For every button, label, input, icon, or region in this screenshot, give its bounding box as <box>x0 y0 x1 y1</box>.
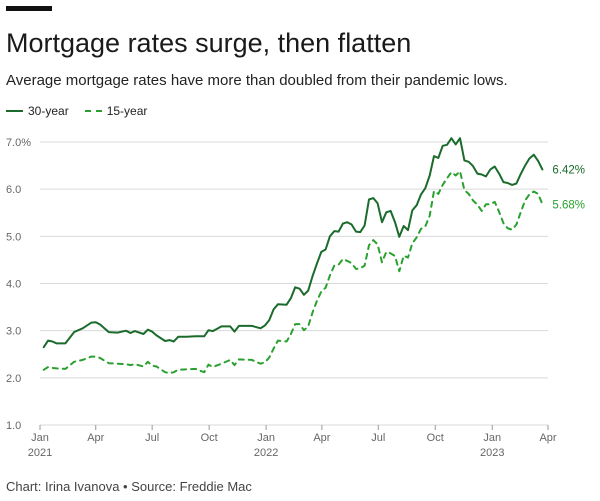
x-tick-label: Jan <box>31 432 49 444</box>
chart-subtitle: Average mortgage rates have more than do… <box>6 72 508 89</box>
legend-swatch-dashed-icon <box>84 110 102 112</box>
x-tick-label: Apr <box>313 432 330 444</box>
y-tick-label: 6.0 <box>6 184 21 196</box>
source-credit: Chart: Irina Ivanova • Source: Freddie M… <box>6 479 252 494</box>
legend-item-15-year: 15-year <box>84 104 148 118</box>
x-tick-label: Jan <box>483 432 501 444</box>
end-value-label-30-year: 6.42% <box>552 164 585 176</box>
legend-label-30-year: 30-year <box>28 104 69 118</box>
x-tick-label: Apr <box>539 432 556 444</box>
x-tick-year-label: 2023 <box>480 447 504 459</box>
legend-label-15-year: 15-year <box>106 104 148 118</box>
legend-swatch-solid-icon <box>6 110 23 112</box>
y-tick-label: 7.0% <box>6 137 31 149</box>
x-tick-year-label: 2021 <box>28 447 52 459</box>
x-tick-year-label: 2022 <box>254 447 278 459</box>
x-tick-label: Oct <box>427 432 444 444</box>
y-tick-label: 5.0 <box>6 231 21 243</box>
x-tick-label: Jul <box>371 432 385 444</box>
chart-title: Mortgage rates surge, then flatten <box>6 28 412 58</box>
x-tick-label: Oct <box>201 432 218 444</box>
top-accent-bar <box>6 6 52 11</box>
series-line-30-year <box>42 137 544 349</box>
y-tick-label: 1.0 <box>6 420 21 432</box>
legend: 30-year 15-year <box>6 103 163 119</box>
x-tick-label: Jan <box>257 432 275 444</box>
y-tick-label: 2.0 <box>6 373 21 385</box>
legend-item-30-year: 30-year <box>6 104 69 118</box>
y-tick-label: 4.0 <box>6 279 21 291</box>
line-chart: 1.0 2.0 3.0 4.0 5.0 6.0 7.0% Jan 2021 Apr Jul Oct Ja… <box>6 137 585 459</box>
x-tick-label: Apr <box>87 432 104 444</box>
series-line-15-year <box>42 170 544 375</box>
y-tick-label: 3.0 <box>6 326 21 338</box>
x-tick-label: Jul <box>145 432 159 444</box>
end-value-label-15-year: 5.68% <box>552 199 585 211</box>
